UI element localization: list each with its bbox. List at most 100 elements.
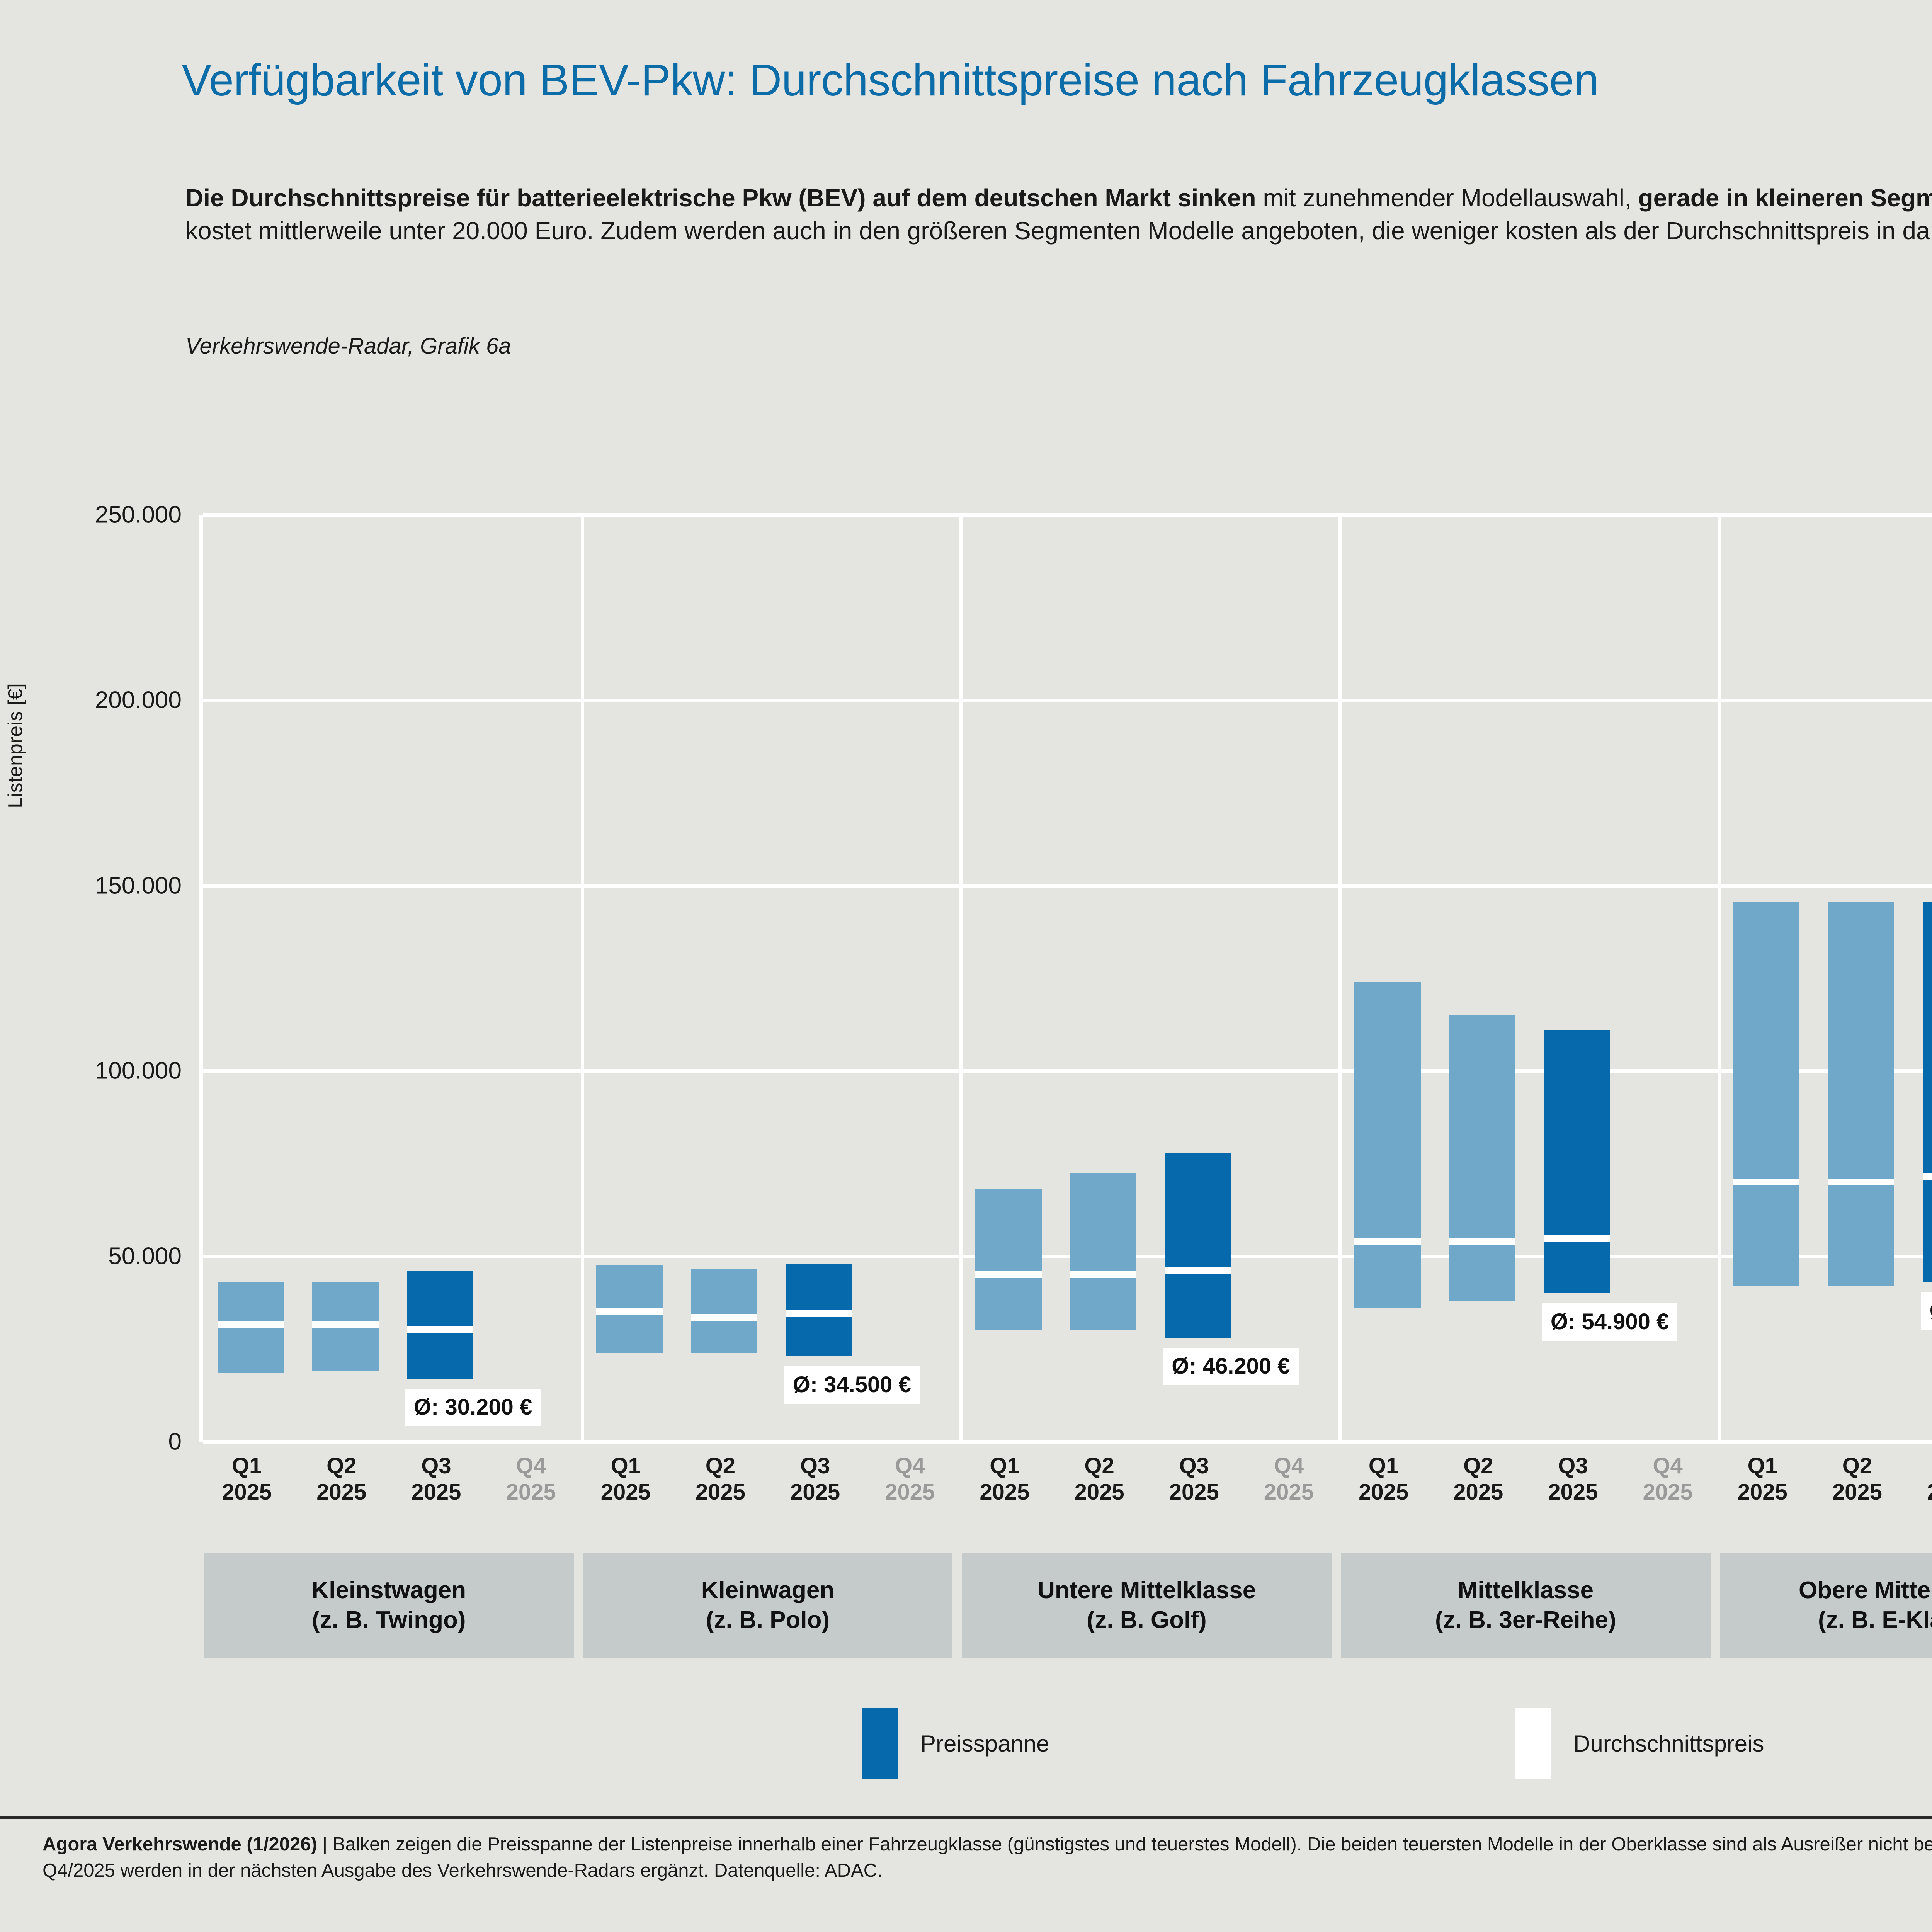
price-range-bar[interactable] (1354, 982, 1421, 1308)
x-tick-q1-2025: Q1 2025 (548, 1453, 703, 1506)
vehicle-class-name: Kleinwagen (701, 1577, 835, 1604)
quarter-label-year: 2025 (1359, 1480, 1409, 1505)
subtitle-bold-1: Die Durchschnittspreise für batterieelek… (185, 184, 1256, 212)
average-price-marker (975, 1271, 1042, 1279)
y-tick-label: 0 (168, 1428, 182, 1455)
quarter-label-q: Q2 (1463, 1453, 1493, 1478)
y-tick-label: 100.000 (95, 1057, 182, 1084)
price-range-bar[interactable] (406, 1271, 473, 1379)
price-range-bar[interactable] (1733, 902, 1800, 1286)
average-price-marker (1922, 1173, 1932, 1180)
x-tick-q2-2025: Q2 2025 (1780, 1453, 1932, 1506)
price-range-bar[interactable] (1922, 902, 1932, 1282)
bar-range-fill (1165, 1152, 1231, 1338)
graphic-reference: Verkehrswende-Radar, Grafik 6a (185, 333, 511, 359)
price-range-bar[interactable] (596, 1265, 663, 1353)
bar-range-fill (1354, 982, 1421, 1308)
x-tick-q1-2025: Q1 2025 (1306, 1453, 1461, 1506)
quarter-label-q: Q1 (611, 1453, 641, 1478)
subtitle-paragraph: Die Durchschnittspreise für batterieelek… (185, 182, 1932, 247)
vehicle-class-example: (z. B. E-Klasse) (1818, 1607, 1932, 1633)
vehicle-class-example: (z. B. 3er-Reihe) (1435, 1607, 1616, 1633)
average-price-marker (312, 1321, 379, 1328)
price-range-bar[interactable] (312, 1282, 379, 1371)
page-title: Verfügbarkeit von BEV-Pkw: Durchschnitts… (182, 55, 1599, 105)
x-tick-q1-2025: Q1 2025 (927, 1453, 1082, 1506)
bar-range-fill (1449, 1015, 1515, 1301)
y-axis: 0 50.000 100.000 150.000 200.000 250.000 (0, 502, 182, 1455)
bar-range-fill (1733, 902, 1800, 1286)
x-axis-quarter-labels: Q1 2025 Q2 2025 Q3 2025 Q4 2025 Q1 2025 Q2 2025 Q3 20… (0, 1453, 1932, 1569)
quarter-label-year: 2025 (411, 1480, 461, 1505)
subtitle-normal-2: Das günstigste BEV-Pkw-Modell kostet mit… (185, 217, 1932, 245)
price-range-bar[interactable] (1543, 1030, 1610, 1294)
x-tick-q4-2025: Q4 2025 (454, 1453, 608, 1506)
quarter-label-q: Q1 (1368, 1453, 1399, 1478)
x-axis-group-bands: Kleinstwagen (z. B. Twingo) Kleinwagen (z. … (0, 1553, 1932, 1658)
legend-label: Preisspanne (920, 1731, 1049, 1757)
quarter-label-year: 2025 (695, 1480, 745, 1505)
quarter-label-q: Q2 (1842, 1453, 1872, 1478)
vehicle-class-band: Kleinwagen (z. B. Polo) (583, 1553, 953, 1658)
footer-text: | Balken zeigen die Preisspanne der List… (43, 1834, 1932, 1881)
vehicle-class-band: Obere Mittelklasse (z. B. E-Klasse) (1719, 1553, 1932, 1658)
gridline (203, 698, 1932, 702)
y-tick-label: 200.000 (95, 687, 182, 714)
price-range-bar[interactable] (1828, 902, 1895, 1286)
price-range-bar[interactable] (217, 1282, 284, 1373)
legend-item: Durchschnittspreis (1515, 1708, 1764, 1779)
average-price-marker (217, 1321, 284, 1328)
quarter-label-year: 2025 (790, 1480, 840, 1505)
legend-swatch (862, 1708, 898, 1779)
average-price-label: Ø: 71.400 € (1921, 1292, 1932, 1330)
group-separator (959, 515, 963, 1442)
bar-range-fill (1070, 1173, 1137, 1331)
vehicle-class-name: Mittelklasse (1458, 1577, 1594, 1604)
gridline (203, 884, 1932, 888)
legend-swatch (1515, 1708, 1551, 1779)
price-range-bar[interactable] (1070, 1173, 1137, 1331)
subtitle-normal-1: mit zunehmender Modellauswahl, (1256, 184, 1638, 212)
quarter-label-q: Q3 (800, 1453, 830, 1478)
y-axis-label: Listenpreis [€] (4, 683, 27, 808)
bar-range-fill (1922, 902, 1932, 1282)
price-range-bar[interactable] (691, 1269, 758, 1353)
price-range-bar[interactable] (975, 1189, 1042, 1331)
average-price-label: Ø: 46.200 € (1163, 1348, 1299, 1386)
price-range-bar[interactable] (786, 1264, 852, 1357)
quarter-label-q: Q3 (1875, 1453, 1932, 1479)
quarter-label-year: 2025 (1875, 1479, 1932, 1505)
average-price-marker (1449, 1238, 1515, 1245)
gridline (203, 1440, 1932, 1444)
quarter-label-q: Q2 (705, 1453, 736, 1478)
gridline (203, 513, 1932, 517)
quarter-label-q: Q3 (421, 1453, 451, 1478)
legend-label: Durchschnittspreis (1573, 1731, 1764, 1757)
vehicle-class-name: Untere Mittelklasse (1037, 1577, 1256, 1604)
x-tick-q1-2025: Q1 2025 (170, 1453, 324, 1506)
bar-range-fill (691, 1269, 758, 1353)
subtitle-bold-2: gerade in kleineren Segmenten. (1638, 184, 1932, 212)
plot-inner: Ø: 30.200 € Ø: 34.500 € Ø: 46.200 € Ø: 54.9… (203, 513, 1932, 1444)
quarter-label-year: 2025 (1169, 1480, 1219, 1505)
x-tick-q4-2025: Q4 2025 (833, 1453, 987, 1506)
average-price-marker (786, 1310, 852, 1317)
quarter-label-year: 2025 (506, 1480, 556, 1505)
x-tick-q2-2025: Q2 2025 (643, 1453, 798, 1506)
y-tick-label: 50.000 (108, 1243, 182, 1270)
y-tick-label: 250.000 (95, 501, 182, 528)
quarter-label-year: 2025 (600, 1480, 651, 1505)
vehicle-class-band: Kleinstwagen (z. B. Twingo) (204, 1553, 574, 1658)
quarter-label-q: Q3 (1558, 1453, 1588, 1478)
group-separator (1717, 515, 1721, 1442)
average-price-marker (1543, 1235, 1610, 1242)
bar-range-fill (975, 1189, 1042, 1331)
quarter-label-q: Q1 (231, 1453, 262, 1478)
price-range-bar[interactable] (1449, 1015, 1515, 1301)
gridline (203, 1255, 1932, 1259)
price-range-bar[interactable] (1165, 1152, 1231, 1338)
